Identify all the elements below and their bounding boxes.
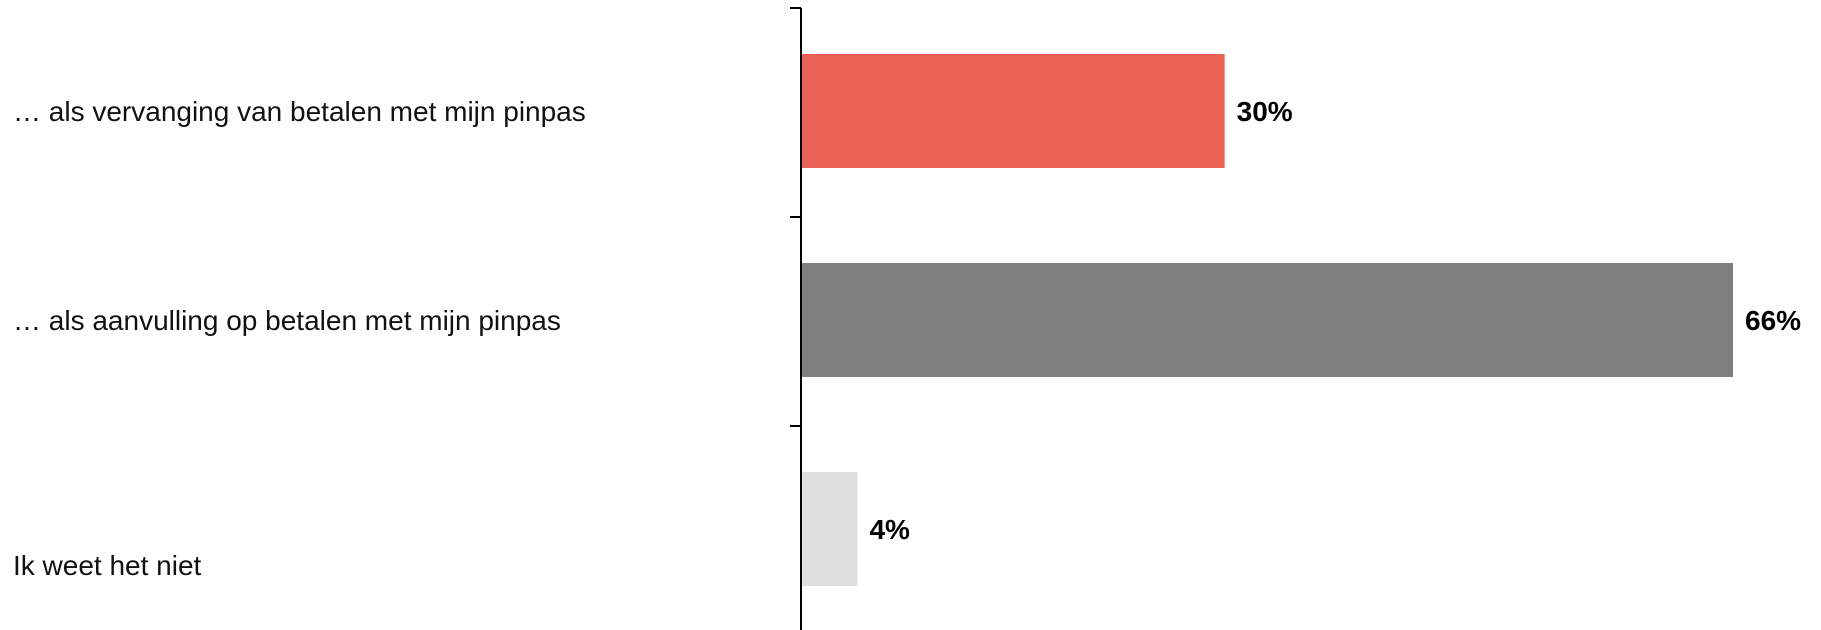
category-axis [790, 7, 802, 630]
value-label-1: 30% [1237, 96, 1293, 127]
bars-layer [801, 54, 1733, 586]
bar-1 [801, 54, 1225, 168]
value-label-3: 4% [869, 514, 910, 545]
category-label-2: … als aanvulling op betalen met mijn pin… [13, 305, 561, 336]
labels-layer: 30% … als vervanging van betalen met mijn… [13, 96, 1801, 581]
value-label-2: 66% [1745, 305, 1801, 336]
bar-2 [801, 263, 1733, 377]
bar-3 [801, 472, 858, 586]
category-label-3: Ik weet het niet [13, 550, 202, 581]
category-label-1: … als vervanging van betalen met mijn pi… [13, 96, 586, 127]
